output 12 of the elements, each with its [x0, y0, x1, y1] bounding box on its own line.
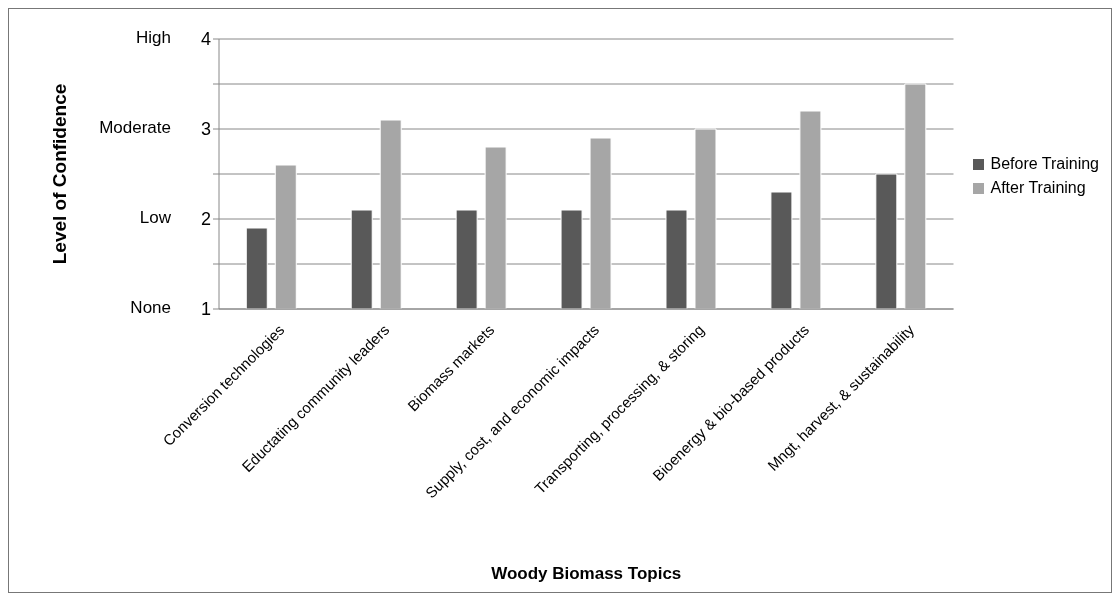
x-axis-title: Woody Biomass Topics	[491, 564, 682, 583]
y-tick-label: 1	[200, 299, 211, 320]
y-tick-label: 4	[200, 29, 211, 50]
text: None	[130, 298, 171, 318]
legend-label: After Training	[989, 179, 1087, 197]
y-tick-label: 2	[200, 209, 211, 230]
text: Moderate	[99, 118, 171, 138]
text: Low	[139, 208, 172, 228]
y-tick-label: 3	[200, 119, 211, 140]
y-axis-title: Level of Confidence	[48, 83, 70, 265]
text: High	[136, 28, 171, 48]
legend-label: Before Training	[989, 155, 1099, 173]
